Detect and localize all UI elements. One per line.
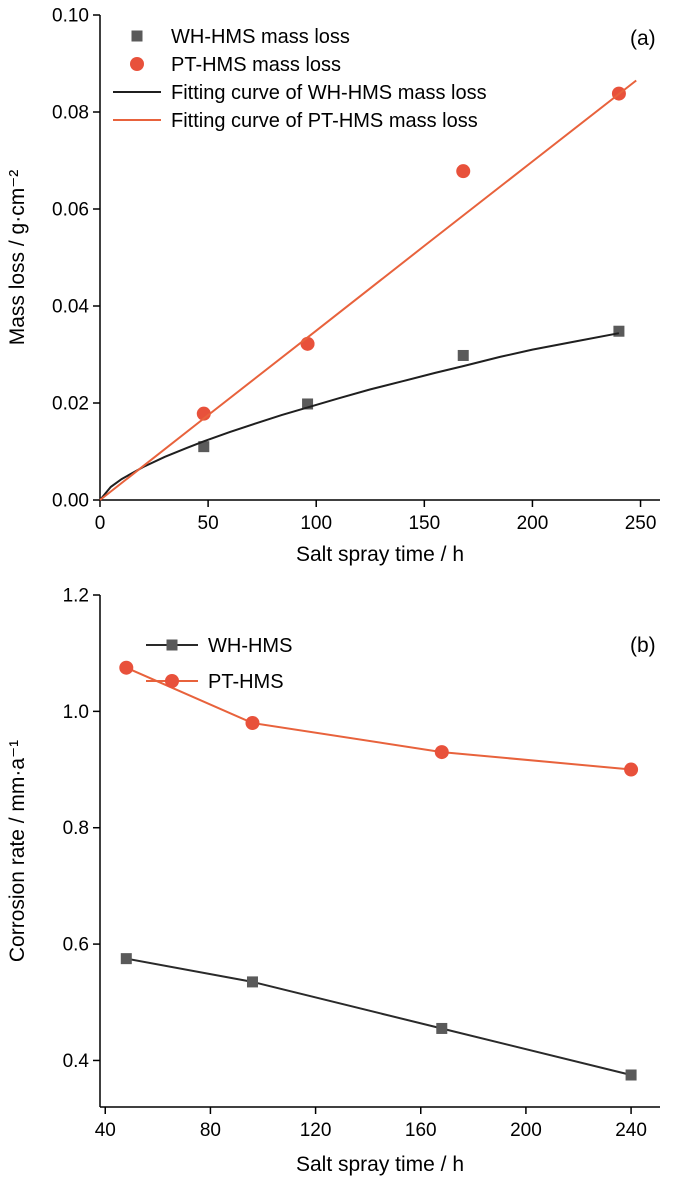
svg-text:0.02: 0.02 — [52, 394, 89, 415]
svg-text:150: 150 — [408, 513, 440, 534]
svg-text:0.6: 0.6 — [63, 935, 89, 956]
svg-text:120: 120 — [300, 1120, 332, 1141]
svg-text:PT-HMS mass loss: PT-HMS mass loss — [171, 54, 341, 76]
svg-text:0: 0 — [95, 513, 106, 534]
svg-text:0.04: 0.04 — [52, 297, 89, 318]
svg-text:250: 250 — [625, 513, 657, 534]
svg-text:40: 40 — [95, 1120, 116, 1141]
svg-text:0.06: 0.06 — [52, 200, 89, 221]
svg-text:0.8: 0.8 — [63, 818, 89, 839]
svg-text:240: 240 — [615, 1120, 647, 1141]
svg-text:50: 50 — [198, 513, 219, 534]
svg-text:200: 200 — [517, 513, 549, 534]
svg-text:WH-HMS: WH-HMS — [208, 635, 292, 657]
svg-text:Fitting curve of WH-HMS mass l: Fitting curve of WH-HMS mass loss — [171, 82, 487, 104]
svg-text:Mass loss / g·cm⁻²: Mass loss / g·cm⁻² — [6, 170, 29, 346]
corrosion-rate-chart: 40 80 120 160 200 240 0.4 0.6 0.8 1.0 1.2 Salt spra… — [6, 586, 660, 1176]
svg-text:(a): (a) — [630, 27, 656, 50]
svg-text:Salt spray time / h: Salt spray time / h — [296, 1153, 464, 1176]
svg-text:WH-HMS mass loss: WH-HMS mass loss — [171, 26, 350, 48]
svg-text:0.00: 0.00 — [52, 491, 89, 512]
chart-panel-a: 0 50 100 150 200 250 0.00 0.02 0.04 0.06 0.08 0.10 S… — [0, 0, 700, 575]
mass-loss-chart: 0 50 100 150 200 250 0.00 0.02 0.04 0.06 0.08 0.10 S… — [6, 6, 660, 566]
svg-text:1.0: 1.0 — [63, 702, 89, 723]
svg-text:1.2: 1.2 — [63, 586, 89, 607]
svg-text:Corrosion rate / mm·a⁻¹: Corrosion rate / mm·a⁻¹ — [6, 740, 29, 962]
svg-text:Fitting curve of PT-HMS mass l: Fitting curve of PT-HMS mass loss — [171, 110, 478, 132]
svg-text:0.10: 0.10 — [52, 6, 89, 27]
svg-text:PT-HMS: PT-HMS — [208, 671, 284, 693]
svg-text:Salt spray time / h: Salt spray time / h — [296, 543, 464, 566]
svg-text:0.08: 0.08 — [52, 103, 89, 124]
svg-text:80: 80 — [200, 1120, 221, 1141]
svg-text:160: 160 — [405, 1120, 437, 1141]
svg-text:100: 100 — [300, 513, 332, 534]
svg-text:0.4: 0.4 — [63, 1051, 90, 1072]
svg-text:200: 200 — [510, 1120, 542, 1141]
chart-panel-b: 40 80 120 160 200 240 0.4 0.6 0.8 1.0 1.2 Salt spra… — [0, 575, 700, 1185]
svg-text:(b): (b) — [630, 634, 656, 657]
